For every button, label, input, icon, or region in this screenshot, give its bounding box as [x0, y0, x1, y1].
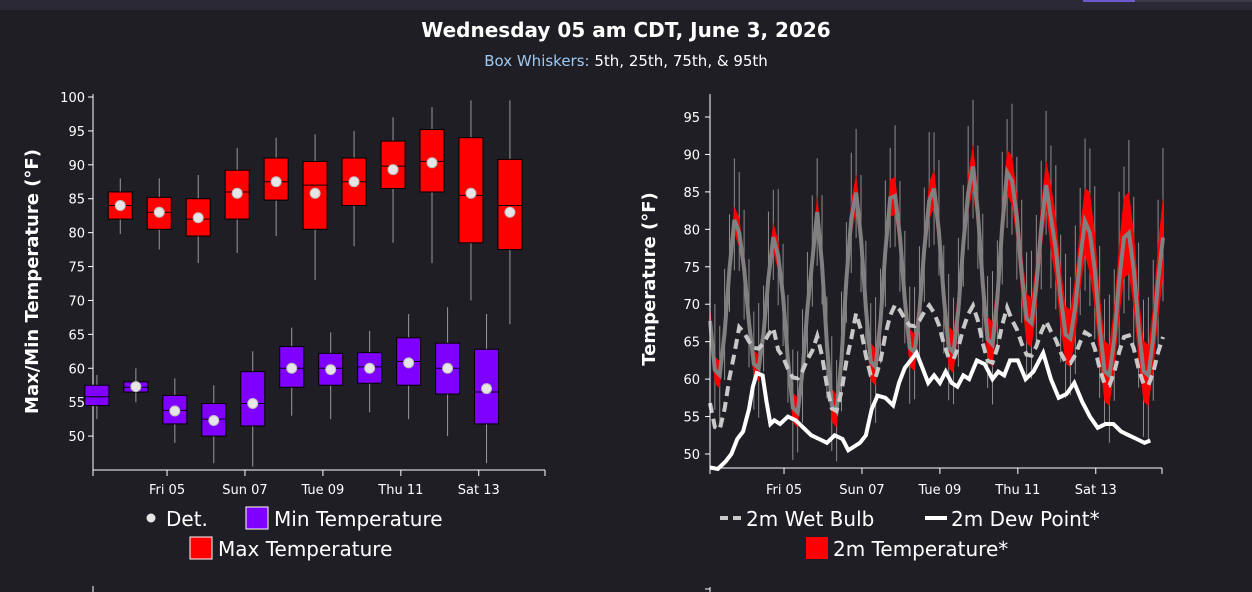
legend-min-label: Min Temperature — [274, 507, 443, 531]
min-temp-det-marker — [169, 405, 181, 417]
y-tick-label: 80 — [683, 223, 700, 238]
y-tick-label: 95 — [68, 125, 85, 140]
max-temp-det-marker — [387, 164, 399, 176]
y-tick-label: 60 — [683, 373, 700, 388]
y-tick-label: 85 — [68, 193, 85, 208]
x-tick-label: Thu 11 — [377, 483, 423, 498]
x-tick-label: Sat 13 — [1075, 483, 1117, 498]
legend-temp-swatch — [806, 537, 828, 559]
legend-wetbulb-label: 2m Wet Bulb — [746, 507, 874, 531]
max-temp-det-marker — [309, 187, 321, 199]
wet-bulb-line — [708, 300, 1165, 433]
max-temp-box — [146, 196, 172, 230]
max-temp-det-marker — [114, 200, 126, 212]
x-tick-label: Sun 07 — [839, 483, 884, 498]
y-tick-label: 75 — [683, 261, 700, 276]
y-tick-label: 85 — [683, 186, 700, 201]
max-temp-det-marker — [426, 157, 438, 169]
subtitle-value: 5th, 25th, 75th, & 95th — [589, 52, 768, 70]
x-tick-label: Tue 09 — [917, 483, 961, 498]
legend-det-marker — [146, 513, 156, 523]
active-tab-indicator[interactable] — [1083, 0, 1135, 2]
x-tick-label: Thu 11 — [994, 483, 1040, 498]
min-temp-det-marker — [403, 357, 415, 369]
chart-subtitle: Box Whiskers: 5th, 25th, 75th, & 95th — [0, 52, 1252, 70]
y-tick-label: 75 — [68, 261, 85, 276]
min-temp-det-marker — [442, 362, 454, 374]
y-tick-label: 70 — [683, 298, 700, 313]
min-temp-det-marker — [130, 381, 142, 393]
min-temp-det-marker — [364, 362, 376, 374]
min-temp-box — [84, 384, 110, 407]
y-tick-label: 65 — [683, 336, 700, 351]
legend-max-label: Max Temperature — [218, 537, 392, 561]
y-tick-label: 90 — [68, 159, 85, 174]
y-tick-label: 70 — [68, 294, 85, 309]
max-temp-det-marker — [270, 176, 282, 188]
y-tick-label: 100 — [60, 91, 85, 106]
x-tick-label: Sat 13 — [458, 483, 500, 498]
max-temp-det-marker — [504, 206, 516, 218]
max-min-box-chart: 50 55 60 65 70 75 80 85 90 95 100 Fri 05 Sun 07 Tue 0… — [22, 91, 546, 592]
y-tick-label: 90 — [683, 148, 700, 163]
max-temp-box — [497, 158, 523, 251]
y-tick-label: 50 — [683, 448, 700, 463]
x-tick-label: Fri 05 — [149, 483, 185, 498]
temp-mean-line — [708, 165, 1165, 417]
subtitle-label: Box Whiskers: — [484, 52, 590, 70]
max-temp-det-marker — [153, 206, 165, 218]
y-tick-label: 50 — [68, 430, 85, 445]
chart-title: Wednesday 05 am CDT, June 3, 2026 — [421, 18, 831, 42]
y-axis-label: Temperature (°F) — [639, 192, 660, 366]
legend-det-label: Det. — [166, 507, 208, 531]
y-tick-label: 55 — [683, 411, 700, 426]
y-axis-label: Max/Min Temperature (°F) — [22, 149, 43, 414]
y-tick-label: 60 — [68, 362, 85, 377]
tab-indicator[interactable] — [1135, 0, 1252, 2]
x-tick-label: Tue 09 — [300, 483, 344, 498]
legend-max-swatch — [189, 536, 213, 560]
min-temp-det-marker — [247, 398, 259, 410]
min-temp-det-marker — [481, 383, 493, 395]
min-temp-det-marker — [208, 414, 220, 426]
x-tick-label: Sun 07 — [222, 483, 267, 498]
min-temp-det-marker — [286, 362, 298, 374]
y-tick-label: 55 — [68, 396, 85, 411]
min-temp-det-marker — [325, 364, 337, 376]
dew-point-line — [709, 347, 1152, 472]
legend-min-swatch — [245, 506, 269, 530]
x-tick-label: Fri 05 — [766, 483, 802, 498]
max-temp-det-marker — [348, 176, 360, 188]
y-tick-label: 80 — [68, 227, 85, 242]
legend-dewpoint-label: 2m Dew Point* — [951, 507, 1100, 531]
max-temp-det-marker — [465, 187, 477, 199]
y-tick-label: 95 — [683, 111, 700, 126]
top-toolbar-strip — [0, 0, 1252, 10]
max-temp-det-marker — [192, 212, 204, 224]
max-temp-det-marker — [231, 187, 243, 199]
legend-temp-label: 2m Temperature* — [833, 537, 1008, 561]
y-tick-label: 65 — [68, 328, 85, 343]
